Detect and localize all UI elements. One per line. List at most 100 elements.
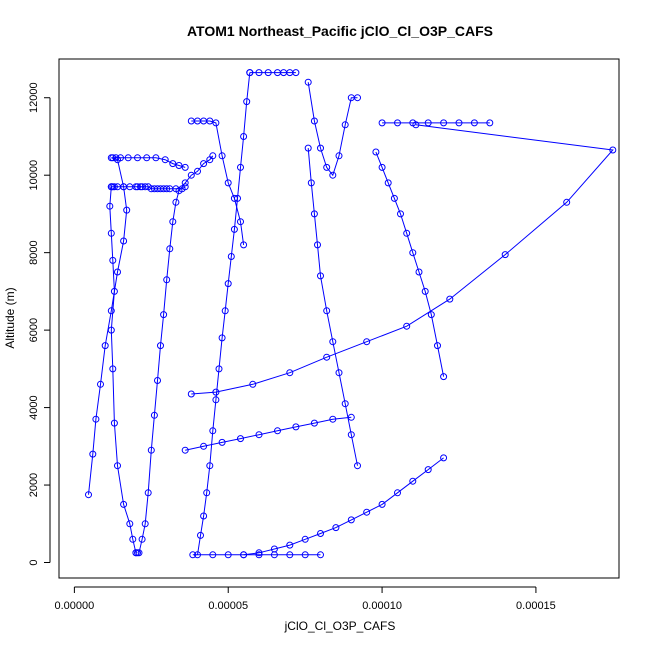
data-point [89, 450, 97, 458]
data-point [169, 160, 177, 168]
data-point [157, 342, 164, 350]
series-line [197, 72, 251, 555]
data-point [323, 307, 331, 315]
data-point [126, 520, 134, 528]
data-point [166, 245, 174, 253]
data-point [292, 69, 300, 77]
data-point [234, 194, 241, 202]
data-point [397, 210, 404, 218]
data-point [372, 148, 380, 156]
data-point [329, 415, 337, 423]
data-point [209, 152, 217, 160]
data-point [384, 179, 392, 187]
data-point [455, 119, 463, 127]
data-point [363, 508, 371, 516]
data-point [212, 119, 220, 127]
data-point [274, 427, 281, 435]
data-point [200, 512, 208, 520]
plot-area-frame [58, 58, 620, 579]
data-point [440, 373, 448, 381]
data-point [255, 69, 263, 77]
data-point [363, 338, 371, 346]
data-point [206, 117, 214, 125]
data-point [109, 256, 117, 264]
x-tick-label: 0.00015 [516, 600, 556, 612]
data-point [181, 179, 189, 187]
data-point [563, 198, 571, 206]
data-point [243, 98, 251, 106]
data-point [470, 119, 478, 127]
data-point [138, 535, 146, 543]
data-point [347, 413, 355, 421]
data-point [209, 551, 217, 559]
data-point [347, 431, 355, 439]
data-point [240, 133, 248, 140]
data-point [378, 163, 386, 171]
data-point [237, 163, 244, 171]
data-point [218, 152, 226, 160]
data-point [224, 280, 232, 288]
data-point [310, 117, 318, 125]
y-tick-label: 6000 [28, 318, 40, 342]
data-point [394, 119, 401, 127]
data-point [317, 530, 324, 537]
data-point [109, 365, 117, 373]
data-point [114, 268, 121, 276]
data-point [110, 287, 118, 295]
data-point [237, 218, 244, 226]
data-point [301, 551, 309, 559]
data-point [97, 380, 104, 388]
data-point [132, 549, 140, 557]
data-point [137, 183, 144, 191]
data-point [175, 187, 183, 195]
x-axis: 0.00000 0.00005 0.00010 0.00015 [55, 586, 556, 612]
data-point [230, 225, 238, 233]
data-point [175, 162, 183, 169]
data-point [101, 342, 109, 350]
data-point [150, 411, 158, 419]
data-point [412, 121, 420, 129]
data-point [427, 311, 435, 319]
series-line [185, 416, 352, 451]
data-point [135, 549, 143, 557]
data-point [255, 549, 263, 557]
data-point [141, 183, 149, 191]
series-line [307, 148, 358, 466]
data-point [181, 163, 189, 171]
data-point [117, 154, 124, 162]
data-point [110, 419, 118, 427]
data-point [486, 119, 494, 127]
data-point [304, 144, 312, 152]
data-point [341, 400, 349, 408]
data-point [120, 237, 128, 245]
data-point [194, 167, 201, 175]
x-tick-label: 0.00010 [362, 600, 402, 612]
data-point [434, 342, 441, 350]
data-point [163, 276, 171, 284]
data-point [200, 160, 208, 168]
y-tick-label: 4000 [28, 395, 40, 419]
data-point [169, 218, 177, 226]
data-point [161, 156, 169, 164]
data-point [335, 152, 343, 160]
data-point [335, 369, 343, 377]
data-point [329, 171, 337, 179]
series-line [307, 82, 358, 177]
data-point [197, 531, 204, 539]
y-tick-label: 10000 [28, 160, 40, 191]
data-point [332, 524, 340, 532]
data-point [378, 500, 386, 508]
y-axis-label: Altitude (m) [3, 287, 17, 348]
data-point [187, 171, 195, 179]
data-point [143, 154, 151, 162]
data-point [227, 253, 235, 260]
data-point [206, 462, 214, 470]
data-point [409, 477, 417, 485]
data-point [317, 272, 324, 280]
data-point [147, 446, 155, 454]
y-tick-label: 8000 [28, 240, 40, 264]
data-point [246, 69, 254, 77]
data-point [347, 516, 355, 524]
